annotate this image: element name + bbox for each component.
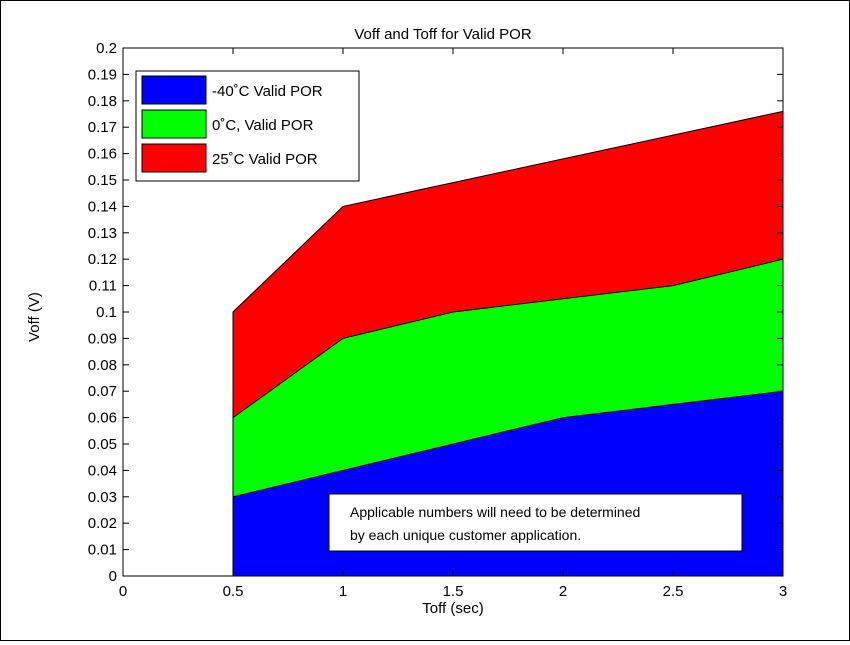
annotation-line-2: by each unique customer application.	[350, 527, 581, 543]
y-tick-label: 0.16	[88, 146, 117, 163]
x-tick-label: 0.5	[223, 583, 244, 600]
y-tick-label: 0.05	[88, 436, 117, 453]
y-tick-label: 0.1	[96, 304, 117, 321]
x-tick-label: 0	[119, 583, 127, 600]
x-tick-label: 1	[339, 583, 347, 600]
y-tick-label: 0.19	[88, 66, 117, 83]
annotation-box: Applicable numbers will need to be deter…	[328, 493, 743, 552]
y-tick-label: 0.17	[88, 119, 117, 136]
y-tick-label: 0.14	[88, 198, 117, 215]
y-tick-label: 0.07	[88, 383, 117, 400]
legend-swatch-3	[141, 143, 207, 173]
x-axis-title: Toff (sec)	[422, 600, 483, 617]
annotation-border	[328, 493, 743, 552]
y-tick-label: 0.12	[88, 251, 117, 268]
y-tick-label: 0.02	[88, 515, 117, 532]
annotation-line-1: Applicable numbers will need to be deter…	[350, 504, 640, 520]
y-tick-label: 0.2	[96, 40, 117, 57]
x-tick-label: 2	[559, 583, 567, 600]
legend-label-1: -40˚C Valid POR	[212, 83, 323, 100]
legend-swatch-2	[141, 109, 207, 139]
legend: -40˚C Valid POR 0˚C, Valid POR 25˚C Valid …	[135, 70, 360, 182]
y-tick-label: 0.03	[88, 489, 117, 506]
x-axis: 0 0.5 1 1.5 2 2.5 3	[119, 48, 787, 600]
legend-label-2: 0˚C, Valid POR	[212, 117, 314, 134]
y-tick-label: 0.09	[88, 330, 117, 347]
x-tick-label: 3	[779, 583, 787, 600]
y-axis: 0 0.01 0.02 0.03 0.04 0.05 0.06 0.07 0.08 0.09 0.1…	[88, 40, 783, 585]
x-tick-label: 1.5	[443, 583, 464, 600]
y-tick-label: 0.04	[88, 462, 117, 479]
y-tick-label: 0.08	[88, 357, 117, 374]
x-tick-label: 2.5	[663, 583, 684, 600]
y-tick-label: 0.01	[88, 542, 117, 559]
y-axis-title: Voff (V)	[26, 292, 43, 342]
legend-swatch-1	[141, 75, 207, 105]
y-tick-label: 0.18	[88, 93, 117, 110]
y-tick-label: 0.11	[89, 278, 117, 295]
legend-label-3: 25˚C Valid POR	[212, 151, 318, 168]
y-tick-label: 0.13	[88, 225, 117, 242]
y-tick-label: 0.06	[88, 410, 117, 427]
chart-title: Voff and Toff for Valid POR	[354, 26, 532, 43]
y-tick-label: 0	[109, 568, 117, 585]
y-tick-label: 0.15	[88, 172, 117, 189]
